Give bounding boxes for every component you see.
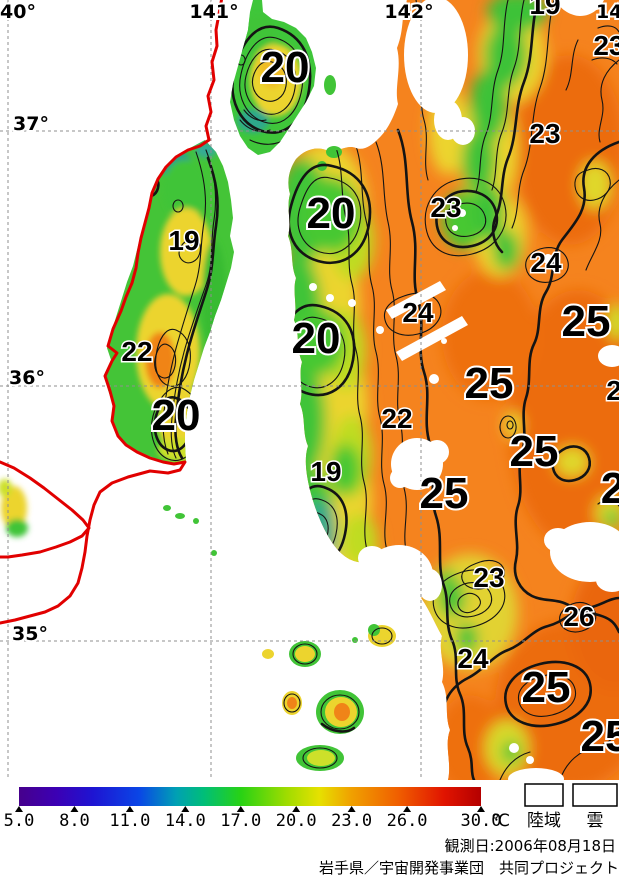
tick-marker [70, 806, 79, 812]
temperature-label: 2 [606, 375, 619, 406]
temperature-label: 20 [307, 189, 356, 238]
grid-labels: 40° 141° 142° 14 37° 36° 35° [0, 0, 619, 647]
coastline-cape [0, 460, 91, 559]
temperature-label: 25 [420, 469, 469, 518]
temperature-label: 20 [152, 391, 201, 440]
temperature-label: 22 [381, 403, 412, 434]
temperature-label: 24 [457, 643, 489, 674]
temperature-label: 23 [529, 118, 560, 149]
temperature-label: 23 [430, 192, 461, 223]
legend-box [524, 783, 564, 807]
tick-label: 26.0 [387, 811, 428, 831]
temperature-label: 25 [510, 427, 559, 476]
longitude-label: 40° [0, 1, 36, 23]
tick-marker [477, 806, 485, 812]
tick-label: 11.0 [109, 811, 150, 831]
legend-box-label: 雲 [587, 811, 604, 831]
latitude-label: 36° [9, 367, 45, 389]
tick-label: 14.0 [165, 811, 206, 831]
temperature-label: 19 [310, 456, 341, 487]
tick-marker [347, 806, 356, 812]
tick-marker [236, 806, 245, 812]
latitude-label: 35° [12, 623, 48, 645]
temperature-label: 25 [522, 663, 571, 712]
temperature-label: 25 [562, 297, 611, 346]
island-patches [262, 624, 396, 771]
temperature-label: 25 [581, 712, 619, 761]
temperature-label: 24 [530, 247, 562, 278]
legend-box [572, 783, 618, 807]
tick-label: 17.0 [220, 811, 261, 831]
temperature-label: 19 [168, 225, 199, 256]
cloud-areas [218, 0, 619, 790]
longitude-label: 141° [189, 1, 238, 23]
legend-box-label: 陸域 [527, 811, 561, 831]
temperature-label: 23 [593, 30, 619, 61]
temperature-label: 25 [465, 359, 514, 408]
tick-label: 5.0 [4, 811, 35, 831]
grid [0, 0, 619, 780]
temperature-label: 26 [563, 601, 594, 632]
credit-text: 岩手県／宇宙開発事業団 共同プロジェクト [319, 859, 619, 877]
tick-marker [403, 806, 412, 812]
tick-marker [15, 806, 23, 812]
tick-marker [125, 806, 134, 812]
tick-label: 30.0 [461, 811, 502, 831]
colorbar-section: 5.0 8.0 11.0 14.0 17.0 20.0 23.0 26.0 30.0 ℃ 陸域 雲… [4, 783, 619, 877]
coastline [0, 0, 223, 625]
temperature-label: 23 [473, 562, 504, 593]
longitude-label: 142° [384, 1, 433, 23]
longitude-label: 14 [596, 1, 619, 23]
legend-boxes: 陸域 雲 [524, 783, 618, 831]
observation-date: 観測日:2006年08月18日 [445, 837, 616, 855]
contours-ocean [288, 0, 619, 780]
tick-label: 8.0 [59, 811, 90, 831]
temperature-label: 20 [261, 43, 310, 92]
colorbar-unit: ℃ [491, 811, 510, 831]
contours-coastal-strip [137, 149, 219, 461]
contours-islands [283, 627, 393, 769]
tick-label: 23.0 [331, 811, 372, 831]
temperature-label: 19 [529, 0, 560, 20]
colorbar-ticks: 5.0 8.0 11.0 14.0 17.0 20.0 23.0 26.0 30.0 [4, 806, 502, 831]
tick-marker [292, 806, 301, 812]
temperature-label: 22 [121, 336, 152, 367]
tick-marker [181, 806, 190, 812]
latitude-label: 37° [13, 113, 49, 135]
tick-label: 20.0 [276, 811, 317, 831]
temperature-label: 24 [402, 297, 434, 328]
temperature-label: 2 [601, 464, 619, 513]
temperature-label: 20 [292, 314, 341, 363]
colorbar [19, 787, 481, 806]
